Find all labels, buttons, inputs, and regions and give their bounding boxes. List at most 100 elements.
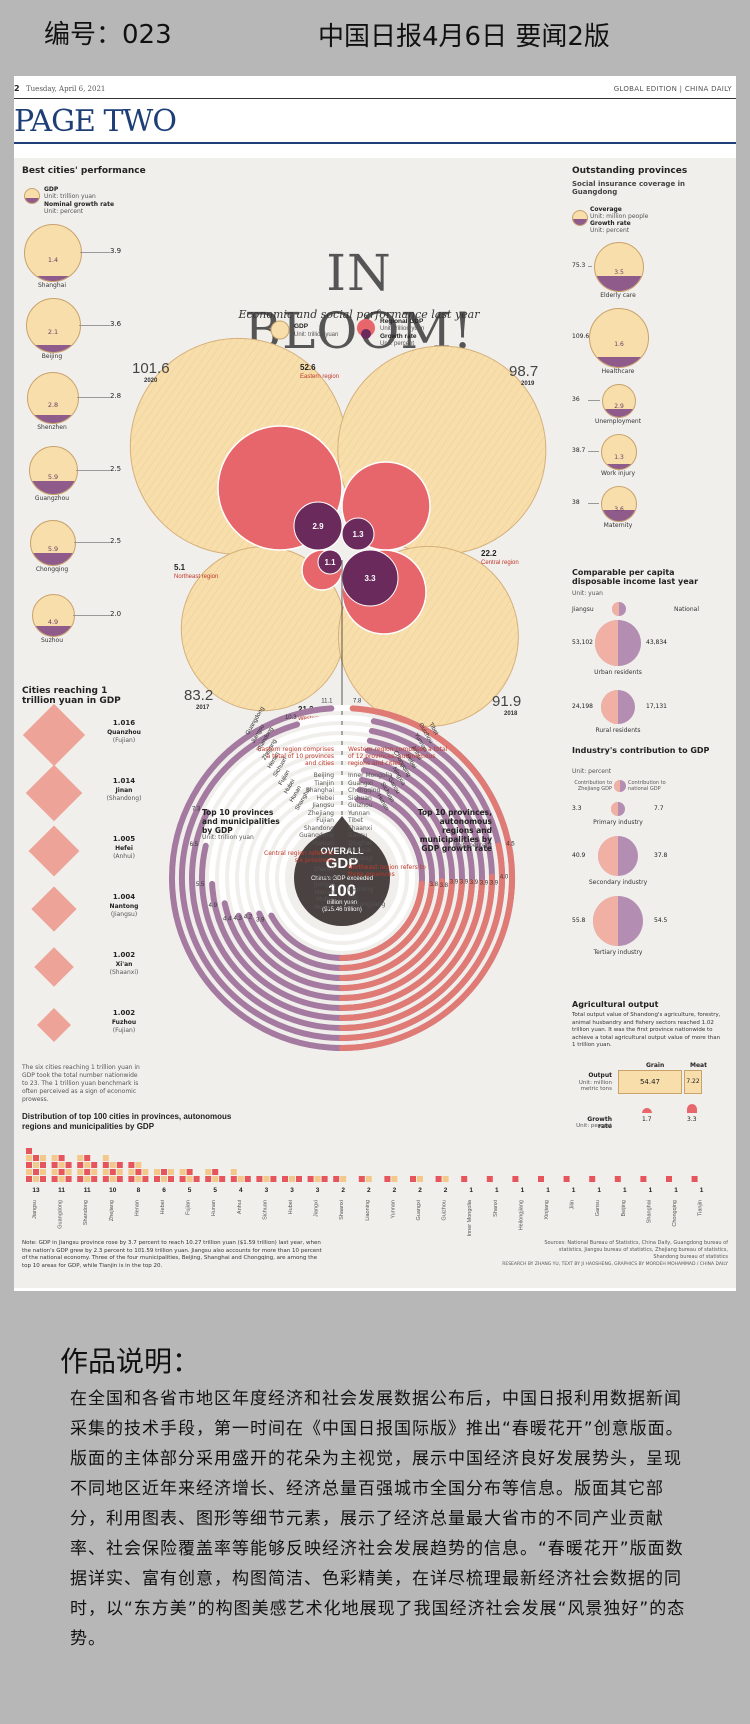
- distribution-square: [219, 1176, 226, 1182]
- industry-name: Tertiary industry: [593, 949, 643, 956]
- section-rule: [14, 142, 736, 144]
- eastern-province: Hebei: [316, 794, 334, 802]
- income-dot: [595, 620, 641, 666]
- insurance-circle: 1.6: [589, 308, 649, 368]
- distribution-square: [358, 1176, 365, 1182]
- growth-arc: [339, 842, 505, 1041]
- income-dot-left: [595, 620, 618, 666]
- income-unit: Unit: yuan: [572, 590, 603, 597]
- distribution-square: [256, 1176, 263, 1182]
- year-label: 2018: [504, 711, 518, 717]
- trillion-city-value: 1.016: [112, 719, 136, 727]
- growth-arc: [339, 879, 485, 1021]
- year-label: 2017: [196, 705, 210, 711]
- industry-dot: [598, 836, 638, 876]
- best-cities-legend-gdp: GDP: [44, 186, 59, 193]
- distribution-name: Zhejiang: [109, 1200, 115, 1221]
- insurance-growth-value: 3.6: [614, 505, 624, 513]
- city-growth-value: 2.1: [47, 328, 59, 337]
- distribution-square: [179, 1169, 186, 1175]
- distribution-name: Jilin: [570, 1200, 576, 1209]
- gdp-arc-value: 6.5: [190, 842, 199, 848]
- insurance-growth-fill: [602, 510, 636, 521]
- income-right-value: 43,834: [646, 639, 667, 646]
- distribution-name: Heilongjiang: [518, 1200, 524, 1230]
- trillion-city-name: Fuzhou: [111, 1019, 137, 1026]
- trillion-city-value: 1.002: [112, 951, 136, 959]
- industry-dot-left: [611, 802, 618, 816]
- insurance-growth-value: 1.6: [614, 340, 624, 348]
- legend-gdp-label: GDP: [294, 323, 309, 330]
- outstanding-legend-fill: [573, 219, 587, 225]
- eastern-province: Fujian: [316, 817, 334, 824]
- western-province: Qinghai: [348, 839, 372, 847]
- distribution-name: Hunan: [211, 1200, 217, 1216]
- overall-unit: trillion yuan: [327, 900, 357, 906]
- insurance-leader-line: [588, 503, 599, 504]
- main-subtitle: Economic and social performance last yea…: [238, 308, 480, 321]
- income-name: Rural residents: [595, 727, 641, 734]
- agri-meat-growth-dot: [687, 1104, 697, 1113]
- trillion-city-province: (Shaanxi): [109, 969, 139, 976]
- growth-arc-value: 4.0: [500, 875, 509, 881]
- year-petal-texture: [181, 546, 346, 711]
- distribution-square: [486, 1176, 493, 1182]
- eastern-province: Beijing: [313, 772, 334, 779]
- distribution-square: [691, 1176, 698, 1182]
- central-province: Henan: [314, 888, 335, 896]
- industry-legend-dot-left: [614, 780, 620, 792]
- distribution-count: 1: [495, 1187, 499, 1194]
- distribution-name: Anhui: [237, 1200, 243, 1214]
- distribution-square: [91, 1176, 98, 1182]
- year-gdp-value: 83.2: [184, 687, 213, 704]
- industry-right-value: 37.8: [654, 852, 668, 859]
- agri-grain-growth-dot: [642, 1108, 652, 1113]
- trillion-city-province: (Fujian): [112, 737, 136, 744]
- distribution-square: [135, 1169, 142, 1175]
- trillion-city-value: 1.005: [112, 835, 136, 843]
- distribution-name: Jiangxi: [314, 1200, 320, 1217]
- overall-text: China's GDP exceeded: [311, 876, 373, 882]
- agri-text: Total output value of Shandong's agricul…: [572, 1012, 721, 1048]
- distribution-square: [666, 1176, 672, 1182]
- western-province: Chongqing: [348, 787, 381, 794]
- distribution-count: 3: [290, 1187, 294, 1194]
- distribution-square: [58, 1155, 65, 1161]
- distribution-name: Jiangsu: [32, 1200, 38, 1219]
- distribution-square: [128, 1162, 135, 1168]
- growth-arc: [339, 878, 465, 1001]
- distribution-square: [33, 1176, 39, 1182]
- industry-right-value: 7.7: [654, 805, 664, 812]
- growth-arc: [339, 878, 445, 981]
- distribution-name: Liaoning: [365, 1200, 371, 1221]
- note-text: Note: GDP in Jiangsu province rose by 3.…: [22, 1240, 322, 1269]
- distribution-square: [640, 1176, 647, 1182]
- overall-gdp-tip: [328, 816, 356, 834]
- distribution-square: [51, 1162, 58, 1168]
- trillion-city-name: Quanzhou: [107, 729, 141, 736]
- distribution-title-line2: regions and municipalities by GDP: [22, 1122, 155, 1131]
- western-province: Gansu: [348, 832, 368, 839]
- city-gdp-circle: 5.9: [30, 520, 76, 566]
- insurance-coverage-value: 109.6: [572, 333, 590, 340]
- distribution-square: [289, 1176, 295, 1182]
- trillion-city-name: Nantong: [109, 903, 139, 910]
- growth-arc-value: 7.8: [353, 698, 362, 704]
- growth-arc-name: Tibet: [427, 722, 439, 737]
- distribution-square: [40, 1169, 46, 1175]
- industry-unit: Unit: percent: [572, 768, 612, 775]
- region-growth-value: 3.3: [364, 574, 376, 583]
- distribution-square: [563, 1176, 570, 1182]
- gdp-arc-value: 4.2: [244, 915, 253, 921]
- agri-meat-bar: 7.22: [684, 1070, 702, 1094]
- distribution-square: [168, 1176, 174, 1182]
- distribution-square: [65, 1169, 72, 1175]
- growth-arc-value: 3.8: [440, 883, 449, 889]
- insurance-name: Unemployment: [594, 418, 642, 425]
- eastern-province: Shanghai: [305, 787, 334, 794]
- agri-grain-label: Grain: [646, 1062, 665, 1069]
- legend-growth-label: Growth rate: [380, 333, 417, 340]
- city-gdp-value: 2.5: [110, 464, 122, 473]
- distribution-count: 5: [188, 1187, 192, 1194]
